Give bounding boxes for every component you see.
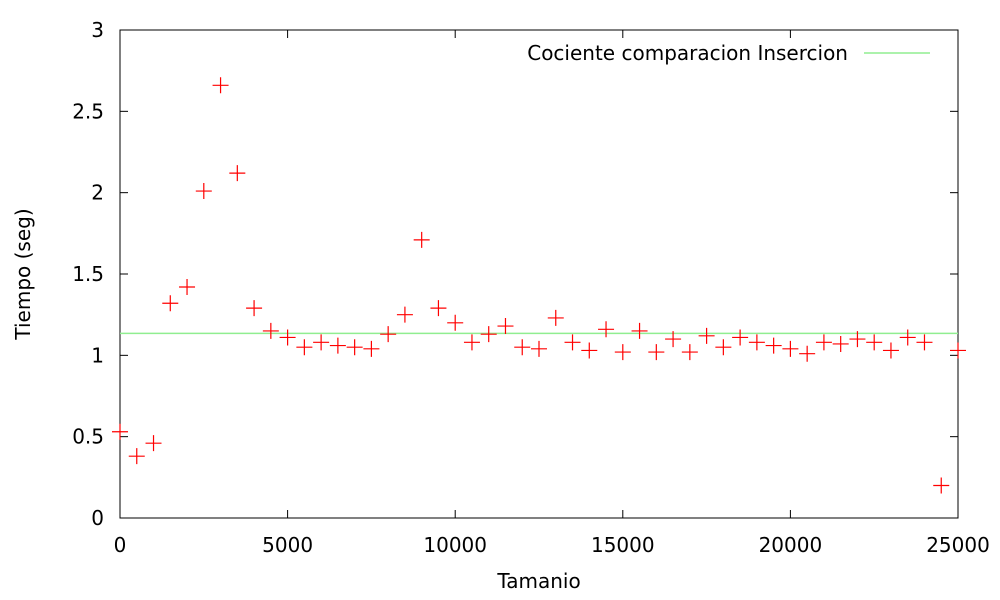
y-tick-label: 1 bbox=[91, 343, 104, 367]
scatter-point bbox=[782, 340, 799, 357]
x-axis-title: Tamanio bbox=[496, 569, 580, 593]
scatter-point bbox=[916, 334, 933, 351]
scatter-point bbox=[246, 300, 263, 317]
scatter-point bbox=[715, 339, 732, 356]
scatter-point bbox=[698, 327, 715, 344]
x-tick-label: 15000 bbox=[591, 533, 655, 557]
y-axis-title: Tiempo (seg) bbox=[11, 208, 35, 340]
y-tick-label: 2.5 bbox=[72, 99, 104, 123]
scatter-point bbox=[346, 339, 363, 356]
scatter-point bbox=[866, 334, 883, 351]
scatter-point bbox=[564, 334, 581, 351]
x-tick-label: 25000 bbox=[926, 533, 990, 557]
scatter-point bbox=[648, 344, 665, 361]
scatter-point bbox=[195, 183, 212, 200]
x-tick-labels: 0 5000 10000 15000 20000 25000 bbox=[114, 533, 990, 557]
scatter-point bbox=[262, 322, 279, 339]
y-tick-label: 0 bbox=[91, 506, 104, 530]
scatter-point bbox=[430, 300, 447, 317]
scatter-point bbox=[112, 423, 128, 440]
y-tick-label: 1.5 bbox=[72, 262, 104, 286]
axis-ticks bbox=[119, 29, 959, 519]
scatter-point bbox=[598, 321, 615, 338]
scatter-point bbox=[531, 340, 547, 357]
scatter-point bbox=[279, 329, 296, 346]
x-tick-label: 20000 bbox=[759, 533, 823, 557]
scatter-point bbox=[614, 344, 631, 361]
scatter-point bbox=[514, 339, 531, 356]
scatter-point bbox=[447, 314, 464, 331]
y-tick-label: 2 bbox=[91, 181, 104, 205]
scatter-point bbox=[933, 477, 950, 494]
scatter-point bbox=[882, 342, 899, 359]
scatter-point bbox=[832, 335, 849, 352]
scatter-point bbox=[296, 339, 313, 356]
scatter-point bbox=[145, 435, 162, 452]
x-tick-label: 0 bbox=[114, 533, 127, 557]
y-tick-labels: 0 0.5 1 1.5 2 2.5 3 bbox=[72, 18, 104, 530]
scatter-point bbox=[765, 337, 782, 354]
x-tick-label: 5000 bbox=[262, 533, 313, 557]
scatter-point bbox=[899, 329, 916, 346]
scatter-point bbox=[179, 279, 196, 296]
scatter-series bbox=[112, 77, 966, 494]
plot-frame bbox=[119, 29, 959, 519]
scatter-point bbox=[229, 165, 246, 182]
scatter-point bbox=[128, 448, 145, 465]
scatter-point bbox=[463, 334, 480, 351]
scatter-point bbox=[581, 342, 598, 359]
scatter-point bbox=[748, 334, 765, 351]
scatter-point bbox=[329, 337, 346, 354]
scatter-point bbox=[665, 331, 682, 348]
scatter-point bbox=[363, 340, 380, 357]
x-tick-label: 10000 bbox=[423, 533, 487, 557]
scatter-point bbox=[313, 334, 330, 351]
scatter-point bbox=[950, 342, 966, 359]
scatter-point bbox=[631, 322, 648, 339]
scatter-point bbox=[547, 309, 564, 326]
scatter-point bbox=[396, 306, 413, 323]
scatter-point bbox=[849, 331, 866, 348]
scatter-point bbox=[497, 318, 514, 335]
legend: Cociente comparacion Insercion bbox=[527, 41, 930, 65]
y-tick-label: 0.5 bbox=[72, 425, 104, 449]
legend-label: Cociente comparacion Insercion bbox=[527, 41, 848, 65]
scatter-point bbox=[681, 344, 698, 361]
scatter-point bbox=[413, 231, 430, 248]
scatter-point bbox=[480, 326, 497, 343]
scatter-point bbox=[815, 334, 832, 351]
scatter-point bbox=[380, 326, 397, 343]
scatter-point bbox=[732, 329, 749, 346]
scatter-point bbox=[162, 295, 179, 312]
scatter-point bbox=[799, 345, 816, 362]
y-tick-label: 3 bbox=[91, 18, 104, 42]
scatter-point bbox=[212, 77, 229, 94]
